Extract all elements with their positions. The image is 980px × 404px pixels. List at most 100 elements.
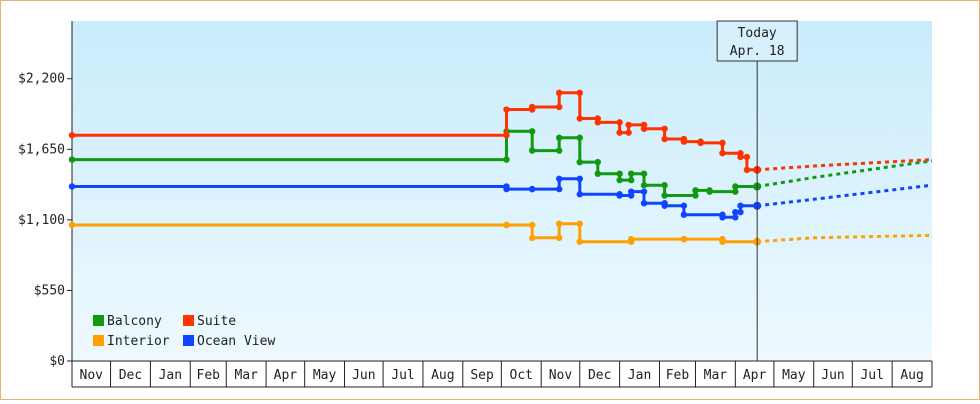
data-point-balcony	[661, 182, 668, 189]
data-point-suite	[743, 166, 751, 174]
data-point-suite	[556, 103, 563, 111]
data-point-balcony	[616, 170, 623, 177]
x-axis: Nov Dec Jan Feb Mar Apr May Jun Jul Aug Sep Oct Nov D…	[71, 360, 933, 388]
series-forecast-ocean-view	[757, 183, 933, 208]
data-point-balcony	[732, 188, 739, 195]
data-point-interior	[556, 234, 563, 242]
data-point-ocean-view	[627, 188, 635, 195]
data-point-ocean-view	[680, 202, 688, 209]
x-tick-label: Feb	[666, 368, 690, 383]
data-point-ocean-view	[616, 192, 623, 199]
x-tick-label: Apr	[743, 368, 767, 383]
data-point-suite	[616, 129, 623, 136]
legend-label-ocean-view: Ocean View	[197, 334, 275, 349]
data-point-suite	[719, 139, 726, 147]
data-point-ocean-view	[68, 183, 76, 190]
data-point-ocean-view	[732, 208, 739, 216]
x-tick-label: Mar	[704, 368, 728, 383]
data-point-balcony	[556, 134, 563, 141]
data-point-suite	[743, 153, 751, 161]
data-point-suite	[68, 131, 76, 139]
data-point-balcony	[692, 187, 699, 194]
legend-swatch-balcony	[93, 315, 104, 326]
data-point-balcony	[640, 170, 648, 177]
x-tick-label: May	[782, 368, 806, 383]
data-point-balcony	[529, 128, 536, 135]
data-point-suite	[697, 139, 704, 147]
x-tick-label: Dec	[119, 368, 142, 383]
data-point-ocean-view	[719, 214, 726, 221]
data-point-suite	[556, 89, 563, 97]
data-point-interior	[68, 221, 76, 229]
x-tick-label: Nov	[80, 368, 104, 383]
data-point-interior	[719, 238, 726, 245]
data-point-suite	[719, 149, 726, 157]
data-point-balcony	[68, 156, 76, 163]
data-point-balcony	[576, 134, 583, 141]
x-tick-label: Oct	[510, 368, 533, 383]
x-tick-label: Dec	[588, 368, 611, 383]
data-point-interior	[627, 235, 635, 243]
data-point-suite	[680, 138, 688, 145]
data-point-balcony	[556, 147, 563, 154]
data-point-balcony	[576, 158, 583, 166]
today-box	[716, 20, 798, 62]
data-point-balcony	[692, 192, 699, 199]
data-point-suite	[576, 89, 583, 97]
data-point-suite	[576, 115, 583, 122]
data-point-suite	[616, 119, 623, 126]
data-point-suite	[594, 119, 601, 126]
series-forecast-interior	[757, 233, 933, 244]
data-point-ocean-view	[503, 185, 510, 193]
x-tick-label: May	[313, 368, 337, 383]
data-point-ocean-view	[732, 214, 739, 221]
y-axis: $0 $550 $1,100 $1,650 $2,200	[18, 21, 73, 369]
data-point-interior	[680, 235, 688, 243]
data-point-suite	[503, 131, 510, 139]
x-tick-label: Apr	[274, 368, 298, 383]
data-point-ocean-view	[640, 188, 648, 195]
data-point-balcony	[640, 182, 648, 189]
data-point-ocean-view	[556, 175, 563, 183]
x-tick-label: Nov	[549, 368, 573, 383]
plot-background	[72, 21, 932, 361]
legend-swatch-suite	[183, 315, 194, 326]
legend-label-interior: Interior	[107, 334, 170, 349]
x-tick-label: Jan	[159, 368, 182, 383]
data-point-interior	[556, 220, 563, 227]
series-layer	[68, 89, 933, 246]
data-point-balcony	[627, 176, 635, 184]
data-point-ocean-view	[680, 211, 688, 218]
data-point-ocean-view	[556, 185, 563, 193]
data-point-interior	[576, 238, 583, 245]
data-point-ocean-view	[661, 202, 668, 209]
data-point-balcony	[732, 183, 739, 190]
data-point-balcony	[503, 156, 510, 163]
x-tick-label: Jan	[628, 368, 651, 383]
data-point-suite	[625, 129, 632, 136]
x-tick-label: Sep	[470, 368, 494, 383]
data-point-ocean-view	[576, 191, 583, 198]
data-point-balcony	[529, 147, 536, 154]
legend-swatch-interior	[93, 335, 104, 346]
data-point-suite	[640, 125, 648, 132]
y-tick-label: $0	[49, 354, 65, 369]
x-tick-label: Jul	[860, 368, 883, 383]
data-point-balcony	[616, 176, 623, 184]
data-point-balcony	[594, 170, 601, 177]
y-tick-label: $1,650	[18, 142, 65, 157]
data-point-suite	[737, 153, 744, 161]
data-point-interior	[503, 221, 510, 229]
legend-label-balcony: Balcony	[107, 314, 162, 329]
series-forecast-balcony	[756, 159, 933, 188]
y-tick-label: $1,100	[18, 213, 65, 228]
data-point-interior	[529, 221, 536, 229]
data-point-interior	[576, 220, 583, 227]
legend: Balcony Suite Interior Ocean View	[93, 314, 275, 349]
x-tick-label: Jul	[391, 368, 414, 383]
data-point-ocean-view	[576, 175, 583, 183]
data-point-interior	[529, 234, 536, 242]
data-point-balcony	[661, 192, 668, 199]
